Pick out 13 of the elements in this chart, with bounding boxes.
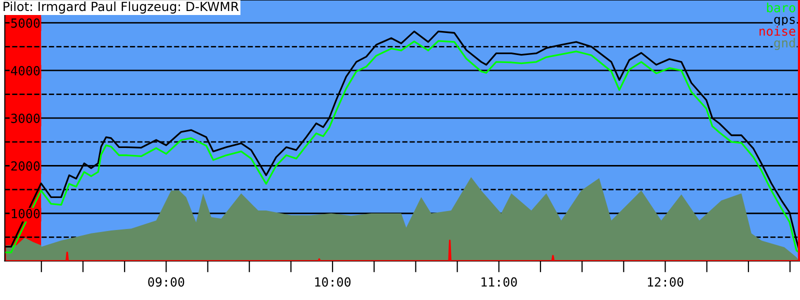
x-tick-label: 12:00 — [648, 277, 684, 287]
chart-title: Pilot: Irmgard Paul Flugzeug: D-KWMR — [4, 2, 239, 14]
x-tick-label: 09:00 — [148, 277, 184, 287]
y-tick-label: 3000 — [11, 114, 40, 124]
y-tick-label: 5000 — [11, 18, 40, 28]
y-tick-label: 4000 — [10, 66, 40, 76]
y-tick-label: 1000 — [12, 208, 40, 218]
x-tick-label: 11:00 — [482, 277, 517, 287]
text: baro — [767, 2, 796, 12]
y-tick-label: 2000 — [11, 161, 40, 171]
text: gnd — [774, 38, 795, 50]
x-tick-label: 10:00 — [315, 277, 351, 287]
text: noise — [760, 26, 796, 36]
